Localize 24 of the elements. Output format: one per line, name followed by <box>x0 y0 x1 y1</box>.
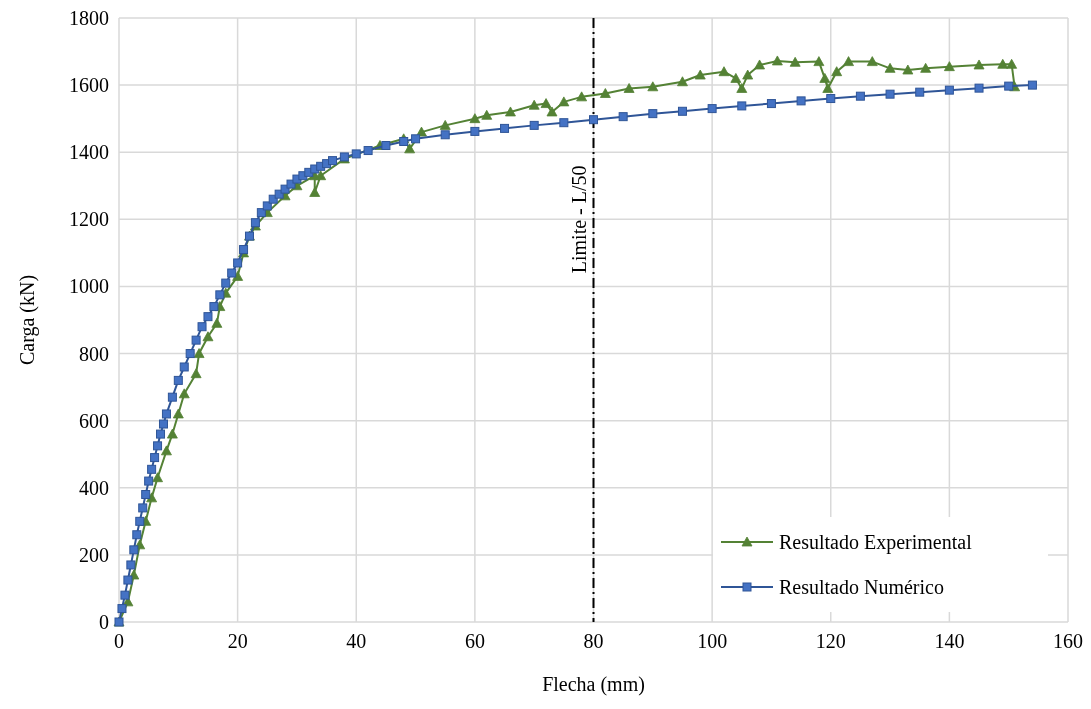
y-tick-label: 1800 <box>69 7 109 29</box>
x-tick-label: 160 <box>1053 630 1083 652</box>
y-tick-label: 1600 <box>69 74 109 97</box>
ref-line-label: Limite - L/50 <box>567 165 590 274</box>
y-axis-title: Carga (kN) <box>16 274 39 366</box>
y-tick-label: 0 <box>99 611 109 633</box>
legend-label: Resultado Numérico <box>779 576 944 598</box>
x-tick-label: 100 <box>697 630 728 652</box>
y-tick-label: 600 <box>79 409 109 432</box>
y-tick-label: 200 <box>79 543 109 566</box>
x-tick-label: 40 <box>346 630 367 652</box>
x-axis-title: Flecha (mm) <box>542 673 645 696</box>
x-tick-label: 0 <box>114 630 124 652</box>
x-tick-label: 60 <box>464 630 485 652</box>
x-tick-label: 120 <box>815 630 846 652</box>
y-tick-label: 1400 <box>69 141 109 164</box>
x-tick-label: 80 <box>583 630 604 652</box>
y-tick-label: 1000 <box>69 275 109 298</box>
x-tick-label: 20 <box>227 630 248 652</box>
y-tick-label: 400 <box>79 476 109 499</box>
legend-label: Resultado Experimental <box>779 531 973 554</box>
y-tick-label: 800 <box>79 342 109 365</box>
y-tick-label: 1200 <box>69 208 109 231</box>
x-tick-label: 140 <box>934 630 965 652</box>
